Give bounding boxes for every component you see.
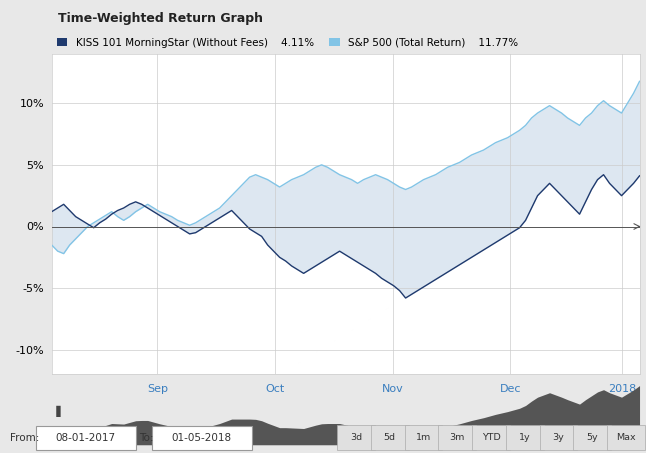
Text: To:: To: — [139, 433, 153, 443]
Text: YTD: YTD — [481, 433, 501, 442]
Text: 3m: 3m — [450, 433, 465, 442]
Text: From:: From: — [10, 433, 39, 443]
FancyBboxPatch shape — [404, 425, 443, 450]
FancyBboxPatch shape — [574, 425, 611, 450]
Legend: KISS 101 MorningStar (Without Fees)    4.11%, S&P 500 (Total Return)    11.77%: KISS 101 MorningStar (Without Fees) 4.11… — [57, 38, 518, 48]
Text: ▐: ▐ — [52, 406, 60, 417]
FancyBboxPatch shape — [539, 425, 578, 450]
Text: 5d: 5d — [384, 433, 396, 442]
Text: 1m: 1m — [416, 433, 431, 442]
FancyBboxPatch shape — [152, 425, 252, 450]
Text: Time-Weighted Return Graph: Time-Weighted Return Graph — [57, 12, 262, 24]
FancyBboxPatch shape — [472, 425, 510, 450]
FancyBboxPatch shape — [439, 425, 476, 450]
Text: 01-05-2018: 01-05-2018 — [171, 433, 232, 443]
Text: 1y: 1y — [519, 433, 530, 442]
FancyBboxPatch shape — [607, 425, 645, 450]
FancyBboxPatch shape — [337, 425, 375, 450]
Text: Max: Max — [616, 433, 636, 442]
FancyBboxPatch shape — [371, 425, 408, 450]
Text: 3y: 3y — [552, 433, 565, 442]
Text: 3d: 3d — [350, 433, 362, 442]
Text: 5y: 5y — [587, 433, 598, 442]
FancyBboxPatch shape — [36, 425, 136, 450]
Text: 08-01-2017: 08-01-2017 — [55, 433, 116, 443]
FancyBboxPatch shape — [506, 425, 543, 450]
